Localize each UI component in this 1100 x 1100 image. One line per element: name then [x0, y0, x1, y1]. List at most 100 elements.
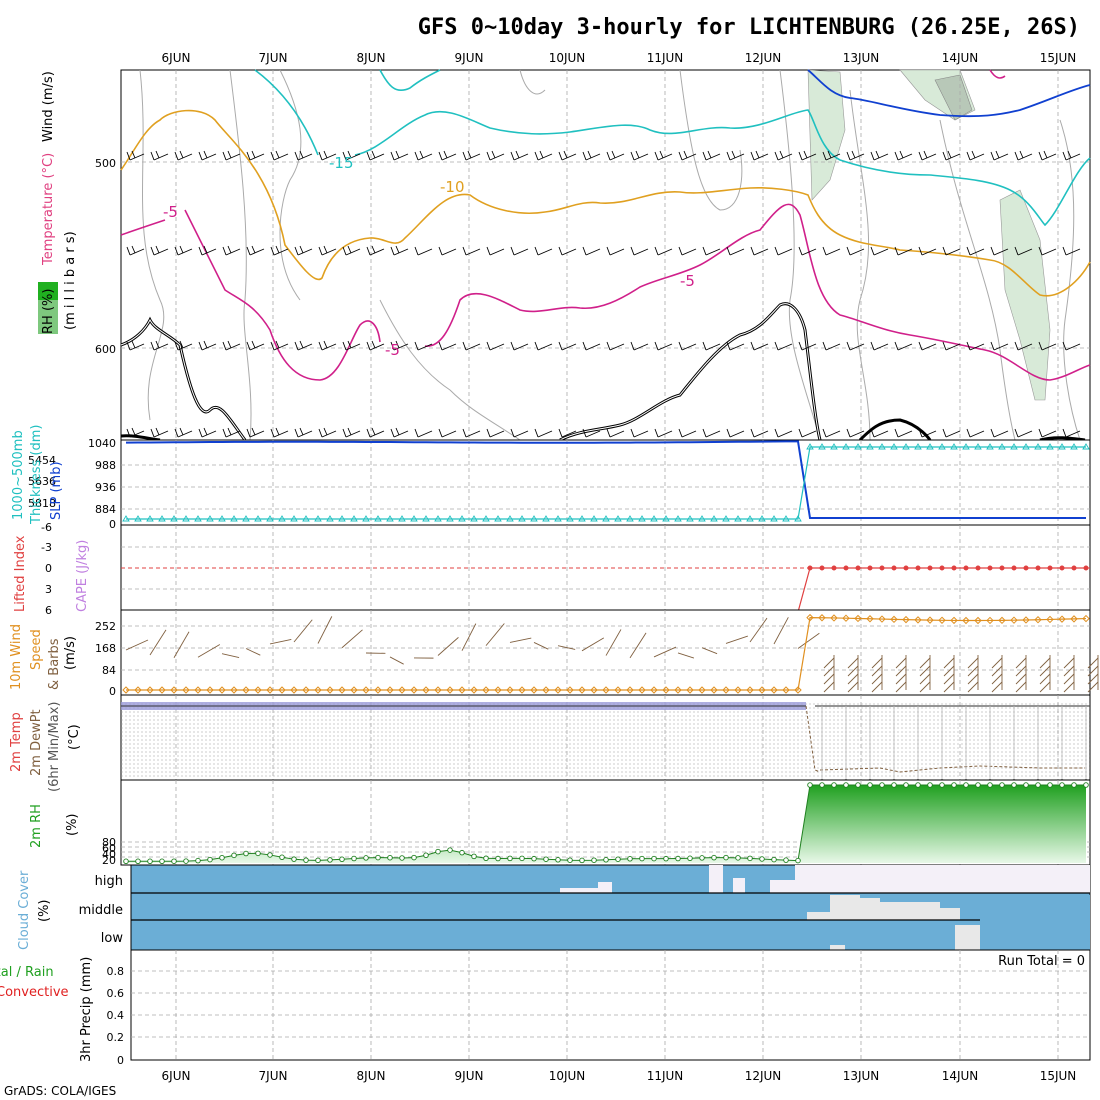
wind-barb — [245, 648, 261, 656]
upper-wind-barb — [438, 428, 457, 438]
upper-wind-barb — [966, 428, 985, 438]
upper-wind-barb — [294, 340, 313, 351]
wind-speed-marker — [1082, 614, 1090, 623]
upper-wind-barb — [198, 245, 217, 256]
upper-wind-barb — [750, 246, 769, 256]
upper-wind-barb — [534, 150, 553, 161]
upper-wind-barb — [894, 428, 913, 438]
wind-barb — [341, 629, 363, 649]
li-marker — [1071, 565, 1077, 571]
wind-speed-marker — [842, 614, 850, 622]
li-marker — [963, 565, 969, 571]
thickness-marker — [746, 515, 754, 522]
wind-speed-marker — [362, 686, 370, 694]
wind-speed-marker — [1070, 615, 1078, 623]
thickness-marker — [770, 515, 778, 522]
thickness-marker — [1046, 443, 1054, 450]
upper-wind-barb — [462, 246, 481, 256]
upper-wind-barb — [942, 428, 961, 438]
upper-wind-barb — [150, 427, 169, 438]
rh-marker — [759, 856, 765, 862]
upper-wind-barb — [270, 340, 289, 351]
upper-wind-barb — [1062, 341, 1081, 351]
upper-wind-barb — [606, 150, 625, 161]
thickness-marker — [998, 443, 1006, 450]
upper-wind-barb — [414, 246, 433, 256]
upper-wind-barb — [126, 340, 145, 351]
upper-wind-barb — [966, 341, 985, 351]
thickness-marker — [1034, 443, 1042, 450]
rh-marker — [171, 858, 177, 864]
rh-marker — [1023, 782, 1029, 788]
thickness-marker — [590, 515, 598, 522]
label-temperature: Temperature (°C) — [41, 153, 56, 266]
upper-wind-barb — [582, 341, 601, 351]
ytick-500: 500 — [95, 157, 116, 170]
thickness-marker — [890, 443, 898, 450]
rh-marker — [351, 855, 357, 862]
thickness-marker — [326, 515, 334, 522]
day-label-bottom: 15JUN — [1040, 1069, 1077, 1083]
li-marker — [819, 565, 825, 571]
upper-wind-barb — [486, 428, 505, 438]
upper-wind-barb — [966, 246, 985, 256]
label-speed: Speed — [29, 629, 44, 670]
wind-barb — [437, 637, 459, 656]
li-marker — [1011, 565, 1017, 571]
thickness-marker — [902, 443, 910, 450]
precip-tick-02: 0.2 — [107, 1031, 125, 1044]
upper-wind-barb — [894, 150, 913, 161]
rh-marker — [123, 858, 129, 865]
rh-marker — [231, 852, 237, 859]
wind-barb — [317, 616, 333, 644]
upper-wind-barb — [918, 341, 937, 351]
wind-speed-marker — [386, 686, 394, 694]
li-tick-6: 6 — [45, 604, 52, 617]
rh-marker — [1035, 782, 1041, 788]
rh-marker — [867, 782, 873, 788]
rh-marker — [675, 855, 681, 862]
wind-speed-marker — [566, 686, 574, 694]
wind-speed-marker — [194, 686, 202, 694]
rh-marker — [315, 857, 321, 864]
thickness-marker — [134, 515, 142, 522]
thickness-marker — [914, 443, 922, 450]
upper-wind-barb — [558, 341, 577, 351]
upper-wind-barb — [630, 428, 649, 438]
upper-wind-barb — [486, 246, 505, 256]
day-label-top: 6JUN — [162, 51, 191, 65]
thickness-marker — [398, 515, 406, 522]
wind-speed-marker — [734, 686, 742, 694]
thickness-marker — [122, 515, 130, 522]
li-marker — [903, 565, 909, 571]
thickness-marker — [1082, 443, 1090, 450]
upper-wind-barb — [366, 340, 385, 351]
day-label-bottom: 9JUN — [455, 1069, 484, 1083]
wind-speed-marker — [806, 613, 814, 622]
wind-speed-marker — [626, 686, 634, 694]
wind-speed-marker — [962, 616, 970, 625]
wind-speed-marker — [722, 686, 730, 694]
thickness-marker — [170, 515, 178, 522]
rh-marker — [495, 855, 501, 862]
upper-wind-barb — [486, 341, 505, 351]
thickness-marker — [926, 443, 934, 450]
upper-wind-barb — [318, 427, 337, 438]
rh-marker — [975, 782, 981, 788]
day-label-top: 7JUN — [259, 51, 288, 65]
thickness-marker — [674, 515, 682, 522]
rh-marker — [1083, 782, 1089, 788]
upper-wind-barb — [126, 245, 145, 256]
rh-marker — [327, 857, 333, 863]
rh-marker — [639, 855, 645, 862]
thickness-marker — [374, 515, 382, 522]
rh-marker — [531, 855, 537, 862]
label-rh-pct: RH (%) — [41, 289, 56, 334]
upper-wind-barb — [1062, 428, 1081, 438]
wind-barb — [581, 637, 605, 652]
rh-marker — [375, 854, 381, 861]
upper-wind-barb — [390, 245, 409, 256]
upper-wind-barb — [486, 150, 505, 161]
rh2m-panel: 80 60 40 20 2m RH (%) — [29, 779, 1091, 867]
